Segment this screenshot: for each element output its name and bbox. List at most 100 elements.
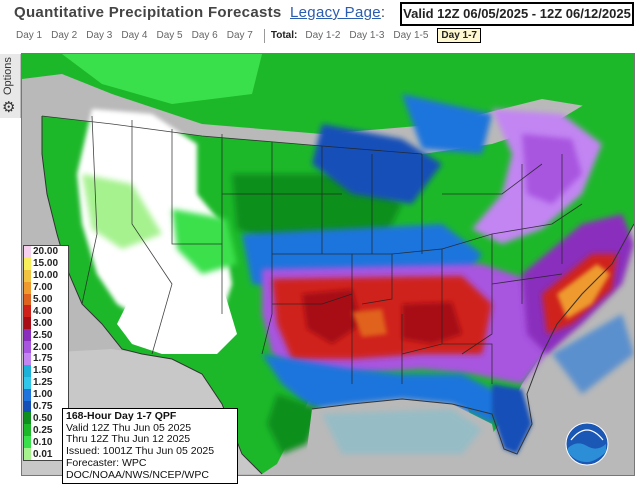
legacy-page-link[interactable]: Legacy Page — [290, 4, 381, 21]
canada-light-green — [62, 54, 262, 104]
legend-swatch — [24, 388, 31, 401]
legend-row: 5.00 — [24, 293, 68, 306]
tab-day-7[interactable]: Day 7 — [226, 30, 253, 41]
legend-value: 2.50 — [33, 329, 53, 341]
legend-swatch — [24, 341, 31, 354]
legend-value: 0.75 — [33, 401, 53, 413]
east-coast-orange — [557, 264, 610, 319]
noaa-logo — [565, 422, 609, 466]
arkansas-orange — [352, 309, 387, 337]
legend-swatch — [24, 305, 31, 318]
precip-legend: 20.00 15.00 10.00 7.00 5.00 4.00 3.00 2.50 2.00 1… — [23, 245, 69, 462]
tab-day-4[interactable]: Day 4 — [121, 30, 148, 41]
west-light-green — [82, 174, 162, 249]
legend-value: 5.00 — [33, 294, 53, 305]
nav-divider — [263, 28, 265, 43]
legend-swatch — [24, 329, 31, 342]
tab-day-1-3[interactable]: Day 1-3 — [349, 30, 385, 41]
legend-swatch — [24, 353, 31, 365]
info-forecaster: Forecaster: WPC — [66, 456, 147, 469]
state-boundaries — [41, 115, 583, 384]
legend-value: 1.75 — [33, 353, 53, 365]
legend-value: 7.00 — [33, 282, 53, 294]
legend-swatch — [24, 436, 31, 449]
info-valid: Valid 12Z Thu Jun 05 2025 — [66, 421, 192, 434]
north-blue — [312, 124, 442, 204]
legend-row: 0.25 — [24, 424, 68, 437]
legend-row: 1.00 — [24, 388, 68, 401]
legend-row: 4.00 — [24, 305, 68, 318]
legend-swatch — [24, 257, 31, 270]
info-org: DOC/NOAA/NWS/NCEP/WPC — [66, 468, 209, 481]
tab-day-1-2[interactable]: Day 1-2 — [305, 30, 341, 41]
legend-row: 0.01 — [24, 448, 68, 461]
tab-day-3[interactable]: Day 3 — [86, 30, 113, 41]
legend-value: 0.50 — [33, 412, 53, 424]
legend-swatch — [24, 246, 31, 258]
texas-oklahoma-max — [302, 289, 362, 344]
legend-row: 7.00 — [24, 281, 68, 294]
options-label: Options — [2, 57, 14, 95]
legend-row: 10.00 — [24, 269, 68, 282]
gulf-coast-blue — [262, 354, 502, 424]
west-coastline — [41, 116, 263, 475]
tab-day-5[interactable]: Day 5 — [156, 30, 183, 41]
legend-swatch — [24, 364, 31, 377]
legend-row: 1.25 — [24, 376, 68, 389]
legend-swatch — [24, 269, 31, 282]
legend-swatch — [24, 424, 31, 437]
title-colon: : — [380, 4, 386, 21]
legend-value: 4.00 — [33, 305, 53, 317]
legend-value: 1.00 — [33, 389, 53, 401]
total-label: Total: — [270, 30, 298, 41]
page-title: Quantitative Precipitation Forecasts Leg… — [14, 4, 385, 21]
mississippi-max — [402, 302, 462, 344]
gulf-precip — [322, 409, 482, 454]
info-title: 168-Hour Day 1-7 QPF — [66, 410, 177, 422]
tab-day-6[interactable]: Day 6 — [191, 30, 218, 41]
legend-value: 20.00 — [33, 246, 59, 258]
legend-row: 1.75 — [24, 353, 68, 365]
legend-value: 3.00 — [33, 317, 53, 329]
legend-row: 2.50 — [24, 329, 68, 342]
noaa-logo-icon — [565, 422, 609, 466]
atlantic-precip — [552, 314, 634, 394]
legend-swatch — [24, 448, 31, 461]
valid-range-box: Valid 12Z 06/05/2025 - 12Z 06/12/2025 — [400, 2, 634, 26]
options-panel-toggle[interactable]: Options ⚙ — [0, 54, 21, 118]
legend-value: 2.00 — [33, 341, 53, 353]
tab-day-1-5[interactable]: Day 1-5 — [393, 30, 429, 41]
northeast-purple-dark — [522, 134, 582, 204]
legend-value: 0.10 — [33, 436, 53, 448]
legend-row: 1.50 — [24, 364, 68, 377]
tab-day-1-7-selected[interactable]: Day 1-7 — [437, 28, 481, 43]
legend-swatch — [24, 400, 31, 413]
legend-value: 1.25 — [33, 377, 53, 389]
legend-value: 1.50 — [33, 365, 53, 377]
tab-day-1[interactable]: Day 1 — [16, 30, 43, 41]
legend-value: 15.00 — [33, 258, 59, 270]
legend-swatch — [24, 376, 31, 389]
qpf-map-graphic — [22, 54, 634, 475]
great-lakes-blue — [402, 94, 492, 154]
east-coastline — [311, 223, 634, 455]
legend-swatch — [24, 281, 31, 294]
info-issued: Issued: 1001Z Thu Jun 05 2025 — [66, 445, 215, 458]
florida — [492, 384, 532, 454]
tab-day-2[interactable]: Day 2 — [51, 30, 78, 41]
legend-row: 20.00 — [24, 246, 68, 258]
dry-west — [77, 109, 232, 324]
legend-value: 0.01 — [33, 448, 53, 460]
legend-swatch — [24, 412, 31, 425]
legend-value: 0.25 — [33, 424, 53, 436]
day-navigation: Day 1 Day 2 Day 3 Day 4 Day 5 Day 6 Day … — [16, 28, 490, 43]
dry-southwest — [117, 269, 237, 354]
legend-value: 10.00 — [33, 270, 59, 282]
legend-swatch — [24, 293, 31, 306]
rockies-green — [172, 209, 237, 274]
info-thru: Thru 12Z Thu Jun 12 2025 — [66, 433, 191, 446]
qpf-map — [21, 53, 635, 476]
legend-row: 0.75 — [24, 400, 68, 413]
legend-row: 0.10 — [24, 436, 68, 449]
legend-swatch — [24, 317, 31, 330]
